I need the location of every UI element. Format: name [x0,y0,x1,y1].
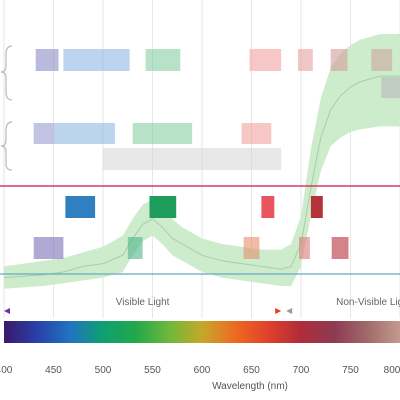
x-tick-label: 600 [194,365,211,376]
range-box-6 [330,49,348,71]
range-box-22 [331,237,349,259]
x-tick-label: 550 [144,365,161,376]
brace-lower [0,121,13,171]
range-box-15 [149,196,177,218]
x-axis-title: Wavelength (nm) [212,381,288,392]
plot-band-layer [3,34,400,289]
range-arrowhead-left [4,308,10,314]
x-tick-label: 750 [342,365,359,376]
range-box-3 [145,49,181,71]
range-box-2 [63,49,130,71]
range-box-12 [241,123,272,144]
range-arrowhead-right [275,308,282,314]
x-tick-label: 500 [95,365,112,376]
range-label-1: Visible Light [116,297,170,308]
x-tick-label: 650 [243,365,260,376]
x-tick-label: 800 [384,365,400,376]
x-tick-labels: 400 450 500 550 600 650 700 750 800 [0,365,400,376]
range-boxes-layer [33,49,400,259]
range-box-18 [33,237,64,259]
range-box-4 [249,49,282,71]
reference-lines-layer [0,185,400,275]
range-box-19 [127,237,143,259]
range-box-10 [53,123,115,144]
range-box-9 [33,123,54,144]
spectrum-bar [4,321,400,343]
range-box-21 [299,237,310,259]
range-box-7 [371,49,393,71]
group-braces [0,45,13,171]
x-tick-label: 700 [293,365,310,376]
x-tick-label: 400 [0,365,13,376]
range-box-20 [243,237,260,259]
series-line [3,75,400,279]
light-ranges-layer: Visible Light Non-Visible Light [4,297,400,314]
range-box-17 [310,196,323,218]
range-box-14 [65,196,96,218]
range-label-2: Non-Visible Light [336,297,400,308]
range-arrowhead-left [286,308,293,314]
range-box-1 [35,49,59,71]
range-box-11 [132,123,193,144]
x-tick-label: 450 [45,365,62,376]
brace-upper [0,45,13,101]
range-box-13 [103,148,282,170]
range-box-5 [298,49,313,71]
range-box-16 [261,196,275,218]
range-box-8 [381,77,400,98]
uncertainty-band [4,34,400,289]
